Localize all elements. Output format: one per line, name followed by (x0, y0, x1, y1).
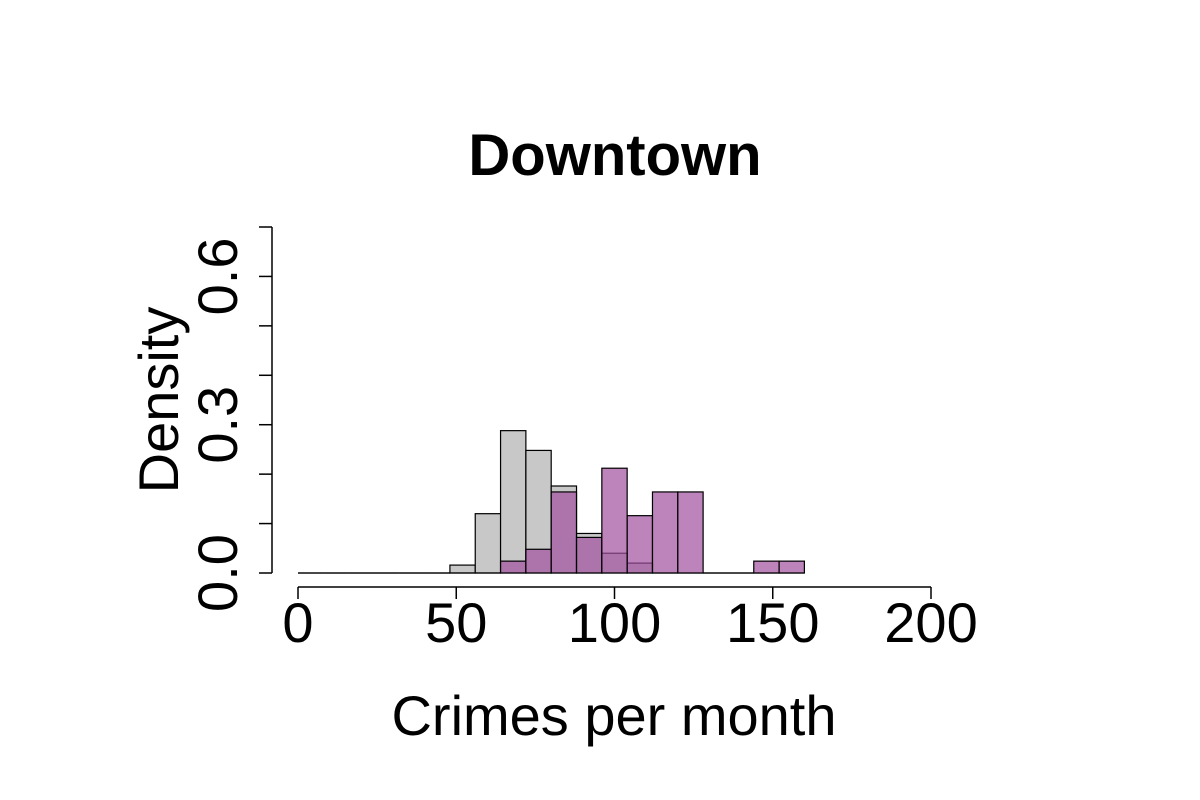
bar-series-2-bin-80 (550, 491, 578, 574)
x-tick-label: 100 (568, 591, 661, 654)
x-axis-label: Crimes per month (391, 684, 836, 747)
series-2-bars (298, 467, 806, 574)
y-tick-label: 0.6 (186, 237, 249, 315)
y-axis: 0.0 0.3 0.6 (186, 226, 273, 612)
y-tick-label: 0.0 (186, 534, 249, 612)
bar-series-2-bin-144 (753, 560, 780, 574)
bar-series-2-bin-64 (499, 560, 527, 574)
x-tick-label: 0 (282, 591, 313, 654)
bar-series-2-bin-112 (651, 491, 679, 574)
bar-series-1-bin-64 (499, 430, 527, 574)
x-tick-label: 200 (884, 591, 977, 654)
bar-series-2-bin-120 (677, 491, 704, 574)
bar-series-2-bin-96 (601, 467, 628, 574)
bar-series-2-bin-152 (778, 560, 806, 574)
bar-series-2-bin-72 (525, 548, 552, 574)
bar-series-1-bin-48 (449, 564, 476, 574)
x-tick-label: 150 (726, 591, 819, 654)
x-axis: 0 50 100 150 200 (282, 586, 978, 654)
y-axis-label: Density (127, 307, 190, 494)
chart-title: Downtown (468, 123, 761, 188)
x-tick-label: 50 (425, 591, 487, 654)
bar-series-2-bin-104 (626, 515, 654, 574)
bar-series-2-bin-88 (575, 536, 603, 574)
bar-series-1-bin-56 (474, 513, 502, 574)
y-tick-label: 0.3 (186, 386, 249, 464)
